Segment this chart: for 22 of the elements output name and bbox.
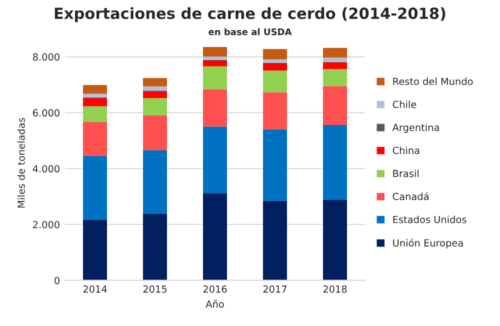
legend-label: Unión Europea	[393, 238, 463, 248]
legend-label: Resto del Mundo	[393, 78, 473, 86]
y-tick-label: 6.000	[32, 109, 60, 117]
legend-label: Canadá	[392, 192, 428, 200]
x-axis-title: Año	[206, 300, 224, 308]
legend-label: Brasil	[393, 170, 418, 178]
y-axis-title: Miles de toneladas	[17, 118, 25, 208]
legend-label: Estados Unidos	[393, 216, 466, 224]
y-tick-label: 8.000	[32, 53, 60, 61]
x-tick-label: 2018	[323, 285, 347, 293]
chart-title: Exportaciones de carne de cerdo (2014-2018)	[54, 7, 446, 22]
legend-label: China	[392, 146, 420, 154]
y-tick-label: 0	[54, 276, 60, 284]
x-tick-label: 2016	[203, 285, 227, 293]
y-tick-label: 4.000	[32, 165, 60, 172]
x-tick-label: 2014	[83, 285, 107, 293]
chart-subtitle: en base al USDA	[208, 28, 292, 36]
x-tick-label: 2015	[143, 285, 167, 293]
y-tick-label: 2.000	[33, 220, 60, 228]
legend-label: Chile	[392, 100, 416, 108]
x-tick-label: 2017	[263, 285, 287, 293]
legend-label: Argentina	[392, 124, 439, 133]
